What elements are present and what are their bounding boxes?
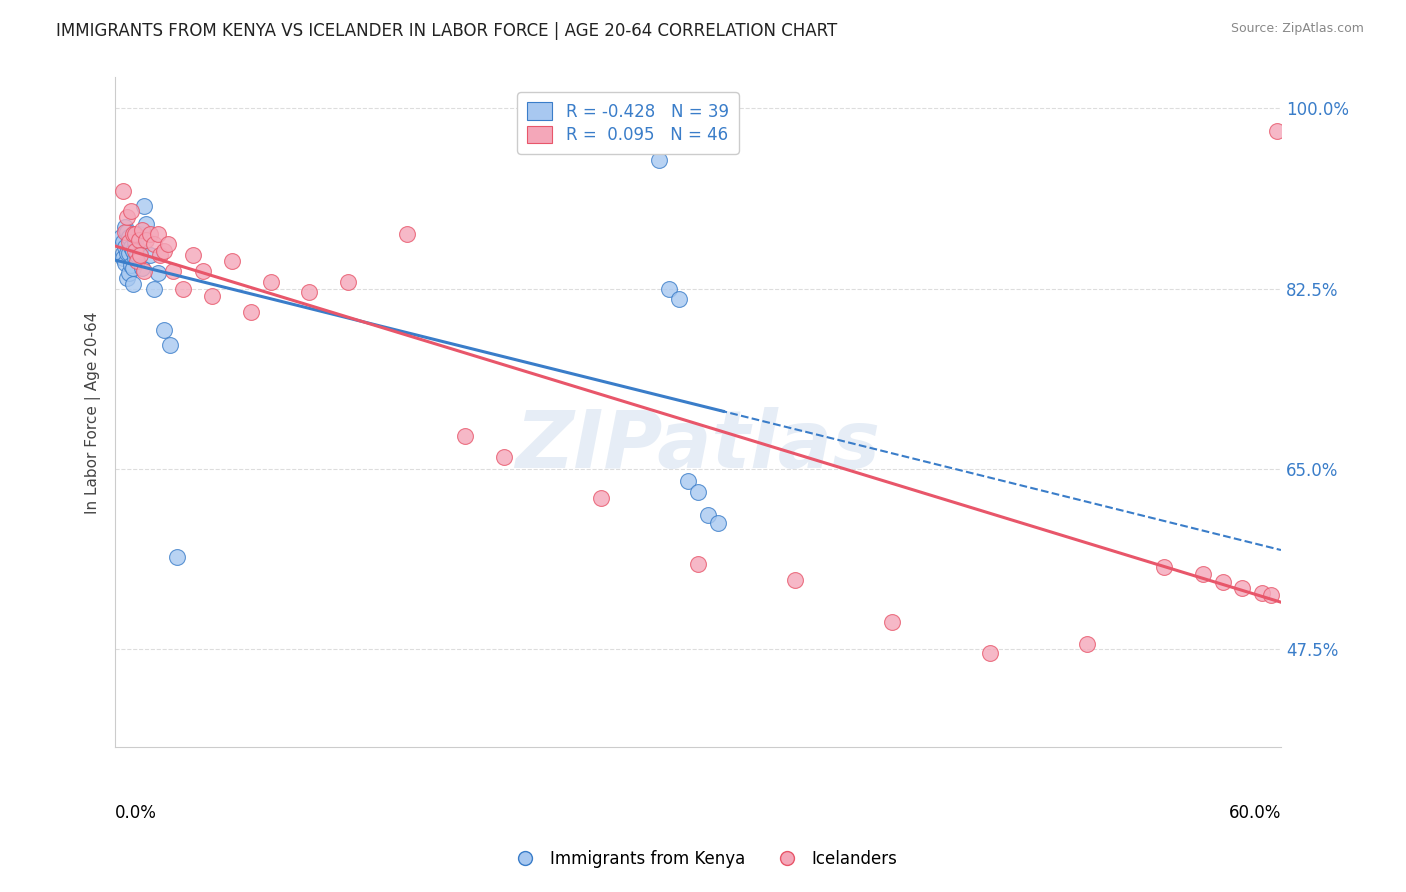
Point: [125, 253, 148, 268]
Point: [678, 475, 700, 489]
Text: 60.0%: 60.0%: [1229, 804, 1281, 822]
Text: 0.0%: 0.0%: [115, 804, 157, 822]
Text: IMMIGRANTS FROM KENYA VS ICELANDER IN LABOR FORCE | AGE 20-64 CORRELATION CHART: IMMIGRANTS FROM KENYA VS ICELANDER IN LA…: [56, 22, 838, 40]
Point: [146, 227, 169, 241]
Point: [240, 305, 263, 319]
Point: [118, 266, 141, 280]
Point: [152, 323, 174, 337]
Point: [114, 225, 136, 239]
Point: [172, 282, 194, 296]
Legend: R = -0.428   N = 39, R =  0.095   N = 46: R = -0.428 N = 39, R = 0.095 N = 46: [517, 93, 738, 153]
Point: [114, 219, 136, 234]
Point: [129, 248, 152, 262]
Point: [146, 266, 169, 280]
Point: [706, 516, 728, 530]
Point: [125, 248, 148, 262]
Point: [124, 227, 146, 241]
Point: [337, 275, 360, 289]
Point: [152, 244, 174, 258]
Point: [131, 223, 153, 237]
Point: [121, 244, 143, 258]
Point: [111, 184, 134, 198]
Point: [115, 271, 138, 285]
Point: [395, 227, 418, 241]
Point: [121, 227, 143, 241]
Point: [115, 225, 138, 239]
Point: [159, 338, 181, 352]
Point: [128, 233, 150, 247]
Point: [686, 484, 709, 499]
Point: [118, 245, 141, 260]
Point: [454, 429, 477, 443]
Text: ZIPatlas: ZIPatlas: [516, 407, 880, 485]
Point: [128, 227, 150, 241]
Point: [139, 248, 162, 262]
Point: [131, 261, 153, 276]
Point: [201, 289, 224, 303]
Point: [181, 248, 204, 262]
Point: [191, 264, 214, 278]
Point: [492, 450, 515, 464]
Point: [589, 491, 612, 505]
Point: [785, 574, 807, 588]
Legend: Immigrants from Kenya, Icelanders: Immigrants from Kenya, Icelanders: [502, 844, 904, 875]
Point: [648, 153, 671, 167]
Point: [259, 275, 281, 289]
Point: [114, 256, 136, 270]
Point: [1265, 124, 1288, 138]
Point: [143, 237, 166, 252]
Point: [120, 258, 142, 272]
Point: [115, 245, 138, 260]
Point: [298, 285, 321, 299]
Point: [120, 204, 142, 219]
Point: [135, 233, 157, 247]
Point: [221, 253, 243, 268]
Point: [162, 264, 184, 278]
Point: [882, 615, 904, 629]
Point: [121, 261, 143, 276]
Point: [979, 646, 1001, 660]
Point: [111, 235, 134, 250]
Point: [1153, 560, 1175, 574]
Point: [110, 230, 132, 244]
Point: [1192, 567, 1215, 582]
Point: [686, 557, 709, 571]
Point: [166, 549, 188, 564]
Y-axis label: In Labor Force | Age 20-64: In Labor Force | Age 20-64: [86, 311, 101, 514]
Point: [111, 251, 134, 265]
Text: Source: ZipAtlas.com: Source: ZipAtlas.com: [1230, 22, 1364, 36]
Point: [156, 237, 179, 252]
Point: [129, 244, 152, 258]
Point: [1076, 637, 1098, 651]
Point: [134, 264, 156, 278]
Point: [696, 508, 718, 523]
Point: [1212, 575, 1234, 590]
Point: [149, 248, 172, 262]
Point: [124, 244, 146, 258]
Point: [139, 227, 162, 241]
Point: [658, 282, 681, 296]
Point: [135, 217, 157, 231]
Point: [120, 240, 142, 254]
Point: [111, 245, 134, 260]
Point: [1230, 581, 1253, 595]
Point: [668, 292, 690, 306]
Point: [121, 277, 143, 291]
Point: [124, 251, 146, 265]
Point: [115, 210, 138, 224]
Point: [143, 282, 166, 296]
Point: [124, 235, 146, 250]
Point: [1250, 586, 1272, 600]
Point: [114, 240, 136, 254]
Point: [134, 199, 156, 213]
Point: [118, 230, 141, 244]
Point: [118, 235, 141, 250]
Point: [1260, 588, 1282, 602]
